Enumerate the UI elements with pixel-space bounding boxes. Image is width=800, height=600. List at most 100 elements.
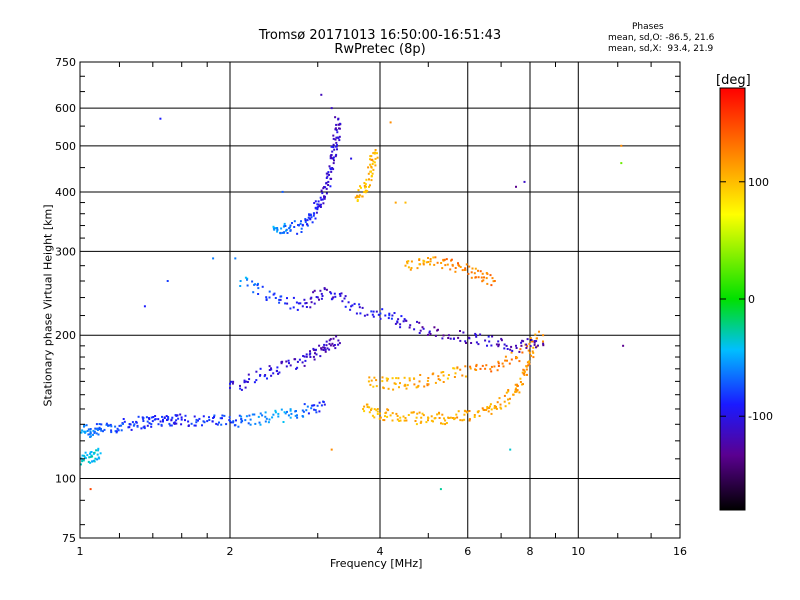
data-point bbox=[410, 267, 413, 269]
data-point bbox=[519, 377, 522, 380]
data-point bbox=[310, 407, 313, 410]
data-point bbox=[87, 460, 90, 463]
data-point bbox=[493, 405, 496, 407]
data-point bbox=[97, 449, 100, 452]
data-point bbox=[96, 453, 99, 456]
data-point bbox=[407, 414, 410, 416]
data-point bbox=[426, 379, 429, 382]
data-point bbox=[500, 337, 503, 340]
data-point bbox=[392, 388, 395, 391]
data-point bbox=[441, 422, 444, 425]
data-point bbox=[474, 368, 477, 371]
data-point bbox=[281, 190, 284, 193]
data-point bbox=[371, 163, 374, 165]
data-point bbox=[309, 356, 312, 358]
data-point bbox=[485, 277, 488, 280]
data-point bbox=[407, 266, 410, 269]
data-point bbox=[296, 416, 299, 419]
data-point bbox=[438, 411, 440, 414]
data-point bbox=[240, 388, 243, 391]
data-point bbox=[88, 456, 91, 459]
data-point bbox=[280, 362, 283, 365]
colorbar-tick-label: -100 bbox=[748, 410, 773, 423]
data-point bbox=[374, 151, 377, 154]
data-point bbox=[505, 391, 508, 394]
data-point bbox=[486, 344, 488, 347]
data-point bbox=[404, 264, 407, 267]
data-point bbox=[89, 461, 92, 464]
data-point bbox=[533, 343, 536, 346]
data-point bbox=[94, 427, 97, 430]
data-point bbox=[294, 414, 297, 417]
data-point bbox=[169, 424, 172, 427]
data-point bbox=[313, 302, 316, 305]
data-point bbox=[534, 333, 537, 336]
data-point bbox=[306, 223, 309, 226]
data-point bbox=[146, 424, 149, 427]
data-point bbox=[230, 380, 233, 383]
data-point bbox=[110, 431, 113, 434]
data-point bbox=[268, 418, 271, 421]
data-point bbox=[168, 422, 171, 425]
data-point bbox=[459, 339, 462, 342]
data-point bbox=[353, 302, 356, 305]
data-point bbox=[320, 189, 323, 192]
data-point bbox=[109, 423, 112, 426]
data-point bbox=[328, 348, 331, 351]
data-point bbox=[264, 411, 267, 414]
data-point bbox=[384, 415, 386, 418]
data-point bbox=[82, 430, 85, 433]
data-point bbox=[360, 186, 362, 189]
data-point bbox=[225, 423, 228, 426]
data-point bbox=[252, 291, 255, 294]
data-point bbox=[518, 391, 521, 394]
data-point bbox=[428, 331, 431, 334]
data-point bbox=[212, 257, 215, 260]
data-point bbox=[117, 429, 120, 432]
data-point bbox=[332, 137, 335, 140]
data-point bbox=[495, 343, 498, 346]
data-point bbox=[241, 420, 244, 422]
data-point bbox=[318, 410, 321, 413]
data-point bbox=[289, 408, 292, 411]
data-point bbox=[132, 424, 135, 427]
data-point bbox=[255, 379, 258, 382]
data-point bbox=[413, 377, 415, 380]
data-point bbox=[317, 200, 320, 203]
data-point bbox=[315, 211, 318, 214]
data-point bbox=[114, 430, 117, 433]
data-point bbox=[499, 403, 502, 406]
data-point bbox=[453, 367, 456, 370]
data-point bbox=[515, 357, 517, 360]
data-point bbox=[325, 344, 328, 347]
data-point bbox=[105, 423, 108, 426]
data-point bbox=[377, 313, 380, 316]
phases-heading: Phases bbox=[632, 22, 664, 32]
colorbar-tick-label: 100 bbox=[748, 176, 769, 189]
data-point bbox=[211, 420, 214, 423]
data-point bbox=[289, 224, 292, 227]
data-point bbox=[371, 172, 374, 175]
data-point bbox=[98, 426, 101, 429]
data-point bbox=[455, 413, 458, 416]
data-point bbox=[256, 284, 259, 287]
data-point bbox=[510, 358, 513, 361]
data-point bbox=[457, 336, 460, 339]
data-point bbox=[395, 377, 398, 380]
data-point bbox=[359, 312, 362, 315]
data-point bbox=[301, 415, 304, 417]
data-point bbox=[417, 384, 420, 387]
data-point bbox=[367, 172, 370, 175]
data-point bbox=[481, 407, 484, 410]
data-point bbox=[279, 298, 282, 301]
data-point bbox=[422, 327, 425, 330]
data-point bbox=[514, 391, 517, 393]
data-point bbox=[265, 296, 268, 299]
data-point bbox=[130, 428, 133, 431]
data-point bbox=[245, 415, 248, 418]
data-point bbox=[422, 262, 425, 265]
data-point bbox=[356, 194, 359, 197]
data-point bbox=[481, 272, 484, 275]
data-point bbox=[376, 156, 379, 159]
data-point bbox=[193, 424, 196, 427]
